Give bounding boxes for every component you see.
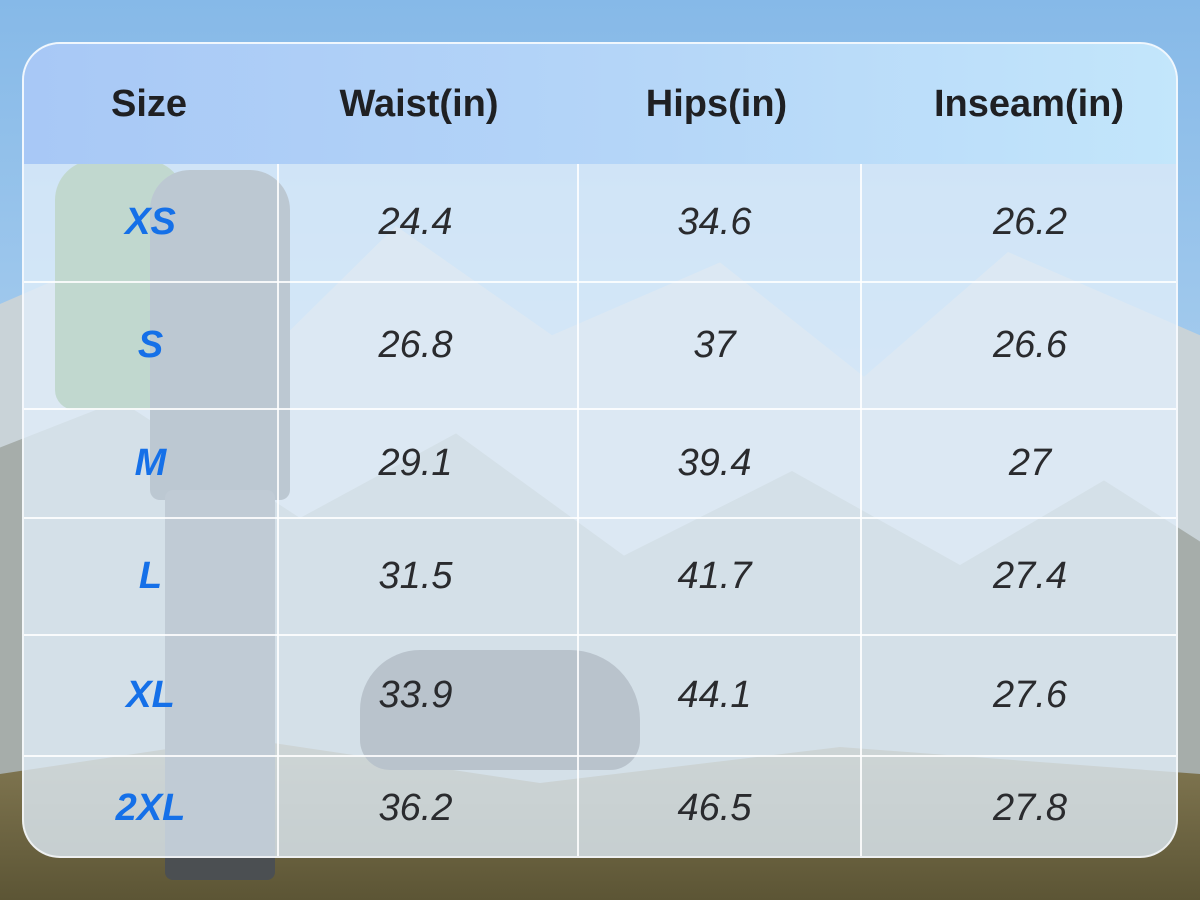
size-label: XL xyxy=(126,674,175,716)
waist-value: 24.4 xyxy=(378,201,453,243)
row-divider xyxy=(24,517,1176,519)
hips-value: 41.7 xyxy=(677,555,752,597)
waist-value: 36.2 xyxy=(378,787,453,829)
inseam-value: 27.4 xyxy=(993,555,1067,597)
header-size: Size xyxy=(110,82,188,125)
row-divider xyxy=(24,755,1176,757)
row-divider xyxy=(24,634,1176,636)
header-hips: Hips(in) xyxy=(645,82,788,125)
waist-value: 29.1 xyxy=(378,442,453,484)
inseam-value: 26.2 xyxy=(993,201,1067,243)
waist-value: 26.8 xyxy=(378,324,453,366)
header-waist: Waist(in) xyxy=(339,82,499,125)
column-divider xyxy=(860,164,862,856)
table-row: XS 24.4 34.6 26.2 xyxy=(24,164,1176,281)
waist-value: 33.9 xyxy=(378,674,453,716)
inseam-value: 26.6 xyxy=(993,324,1067,366)
size-label: 2XL xyxy=(115,787,186,829)
size-label: S xyxy=(137,324,164,366)
inseam-value: 27.6 xyxy=(993,674,1067,716)
column-divider xyxy=(277,164,279,856)
table-row: XL 33.9 44.1 27.6 xyxy=(24,636,1176,755)
table-header: Size Waist(in) Hips(in) Inseam(in) xyxy=(24,44,1176,164)
inseam-value: 27.8 xyxy=(993,787,1067,829)
header-inseam: Inseam(in) xyxy=(933,82,1125,125)
hips-value: 44.1 xyxy=(677,674,752,716)
size-label: XS xyxy=(125,201,176,243)
size-label: M xyxy=(134,442,167,484)
inseam-value: 27 xyxy=(1008,442,1052,484)
table-row: M 29.1 39.4 27 xyxy=(24,410,1176,517)
hips-value: 46.5 xyxy=(677,787,752,829)
table-row: 2XL 36.2 46.5 27.8 xyxy=(24,757,1176,856)
hips-value: 39.4 xyxy=(677,442,752,484)
hips-value: 34.6 xyxy=(677,201,752,243)
row-divider xyxy=(24,281,1176,283)
table-row: S 26.8 37 26.6 xyxy=(24,283,1176,408)
table-row: L 31.5 41.7 27.4 xyxy=(24,519,1176,634)
size-label: L xyxy=(138,555,163,597)
hips-value: 37 xyxy=(693,324,736,366)
size-chart-table: Size Waist(in) Hips(in) Inseam(in) XS 24… xyxy=(22,42,1178,858)
waist-value: 31.5 xyxy=(378,555,453,597)
row-divider xyxy=(24,408,1176,410)
column-divider xyxy=(577,164,579,856)
